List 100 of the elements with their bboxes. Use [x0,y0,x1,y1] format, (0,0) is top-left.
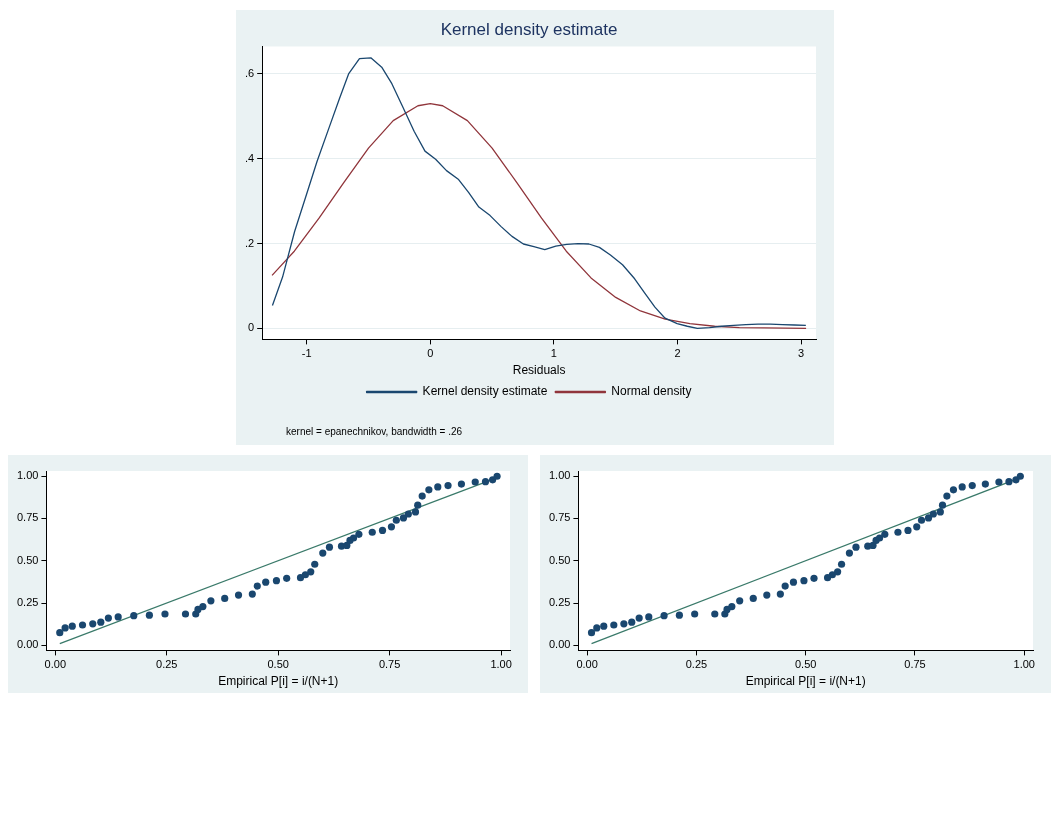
point [493,472,501,480]
x-tick-label: 0.00 [576,658,598,671]
point [600,622,608,630]
legend-label: Kernel density estimate [422,384,548,399]
point [845,549,854,557]
chart-title: Kernel density estimate [440,19,618,39]
point [355,530,363,538]
x-tick-label: 0.25 [685,658,708,671]
x-tick-label: 2 [674,347,681,360]
point [828,571,836,579]
point [378,526,387,535]
y-tick-label: 0.75 [16,511,39,524]
point [852,543,860,551]
point [628,618,636,626]
point [958,483,966,491]
x-tick-label: 1.00 [1013,658,1035,671]
point [913,523,921,531]
point [104,614,112,622]
y-tick-label: 1.00 [548,469,571,482]
point [343,541,351,550]
point [489,476,497,484]
point [736,597,744,605]
text: kernel = epanechnikov, bandwidth = .26 [286,425,463,437]
point [199,602,207,611]
point [418,492,426,500]
point [943,492,951,500]
point [319,549,327,557]
point [325,543,334,551]
point [161,610,169,618]
point [296,574,305,582]
point [444,481,452,490]
y-tick-label: 0.50 [548,553,571,566]
point [781,582,789,590]
point [776,590,784,598]
y-tick-label: 0.00 [16,638,39,651]
point [56,629,64,637]
point [130,612,138,620]
point [283,574,291,582]
x-tick-label: 0.25 [156,658,178,671]
point [349,534,358,542]
point [968,481,976,490]
point [929,510,937,518]
y-tick-label: .4 [244,151,255,164]
point [414,501,422,509]
point [234,591,243,599]
x-tick-label: -1 [301,347,312,360]
point [904,526,912,535]
point [1016,472,1024,480]
point [645,613,653,621]
point [89,620,97,628]
point [114,613,122,621]
point [207,597,215,605]
point [434,483,442,491]
point [620,620,628,628]
x-tick-label: 0.75 [904,658,926,671]
point [823,574,832,582]
point [635,614,643,622]
point [457,480,466,488]
point [691,610,699,618]
point [262,578,270,586]
x-tick-label: 1 [550,347,557,360]
point [660,612,668,620]
x-tick-label: 0.50 [794,658,817,671]
point [1005,478,1013,486]
point [368,528,376,536]
point [881,530,889,538]
x-axis-title: Empirical P[i] = i/(N+1) [218,674,339,689]
point [936,508,944,516]
point [481,478,490,486]
point [425,486,433,494]
point [301,571,309,579]
point [949,486,958,494]
x-tick-label: 0.50 [267,658,289,671]
point [78,621,87,629]
point [311,560,319,568]
x-axis-title: Empirical P[i] = i/(N+1) [745,674,866,689]
y-tick-label: 0.00 [548,638,571,651]
point [711,610,719,618]
point [145,611,153,619]
point [675,611,683,619]
point [253,582,261,590]
y-tick-label: .2 [244,236,255,249]
point [834,568,842,576]
point [221,594,229,603]
point [837,560,846,568]
point [728,602,736,611]
x-tick-label: 1.00 [490,658,512,671]
y-tick-label: 0 [248,321,255,334]
y-tick-label: 0.25 [16,596,39,609]
point [763,591,771,599]
x-tick-label: 0 [427,347,434,360]
x-tick-label: 3 [798,347,805,360]
point [392,516,400,524]
point [924,514,933,522]
point [917,516,926,524]
point [399,514,408,522]
point [248,590,256,598]
y-tick-label: 0.50 [16,553,39,566]
point [307,568,315,576]
y-tick-label: 0.25 [548,596,571,609]
